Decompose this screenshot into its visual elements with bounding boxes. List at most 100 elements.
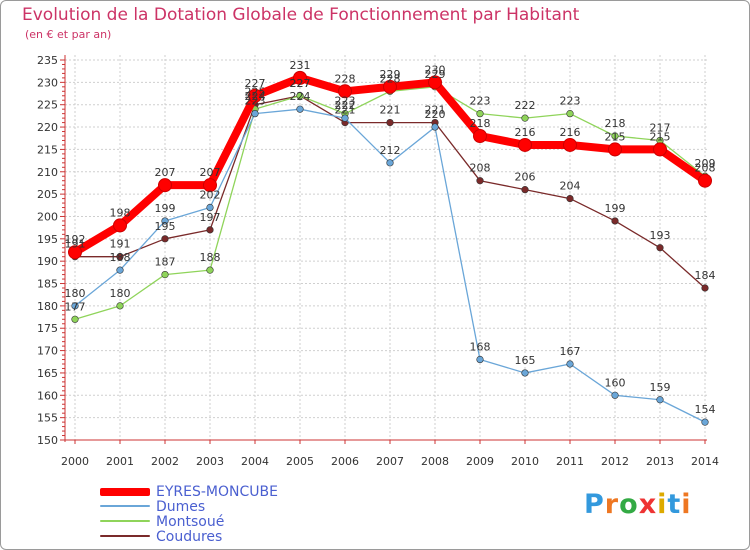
point-dumes-2008 <box>431 123 439 131</box>
logo-letter: t <box>667 489 682 520</box>
point-coudures-2014 <box>701 284 709 292</box>
point-montsoue-2003 <box>206 266 214 274</box>
point-dumes-2005 <box>296 105 304 113</box>
data-label-coudures-2013: 193 <box>650 229 671 242</box>
point-eyres-moncube-2014 <box>698 173 712 188</box>
data-label-eyres-moncube-2014: 208 <box>695 162 716 175</box>
y-tick-label-160: 160 <box>37 389 58 402</box>
x-tick-label-2011: 2011 <box>556 455 584 468</box>
x-tick-label-2012: 2012 <box>601 455 629 468</box>
point-eyres-moncube-2000 <box>68 245 82 260</box>
legend-item-eyres-moncube[interactable]: EYRES-MONCUBE <box>100 484 340 500</box>
data-label-dumes-2012: 160 <box>605 376 626 389</box>
y-tick-label-165: 165 <box>37 367 58 380</box>
legend: EYRES-MONCUBE Dumes Montsoué Coudures <box>100 484 340 545</box>
legend-swatch-eyres-moncube <box>100 488 150 496</box>
data-label-montsoue-2010: 222 <box>515 99 536 112</box>
point-dumes-2011 <box>566 360 574 368</box>
data-label-dumes-2008: 220 <box>425 108 446 121</box>
point-coudures-2003 <box>206 226 214 234</box>
legend-swatch-coudures <box>100 535 150 537</box>
legend-label-coudures: Coudures <box>156 529 223 545</box>
logo-letter: x <box>638 489 658 520</box>
legend-label-dumes: Dumes <box>156 499 206 515</box>
x-tick-label-2000: 2000 <box>61 455 89 468</box>
x-tick-label-2007: 2007 <box>376 455 404 468</box>
data-label-eyres-moncube-2009: 218 <box>470 117 491 130</box>
legend-item-dumes[interactable]: Dumes <box>100 499 340 515</box>
point-eyres-moncube-2006 <box>338 84 352 99</box>
point-eyres-moncube-2007 <box>383 79 397 94</box>
x-tick-label-2006: 2006 <box>331 455 359 468</box>
data-label-coudures-2009: 208 <box>470 162 491 175</box>
point-coudures-2011 <box>566 194 574 203</box>
data-label-montsoue-2003: 188 <box>200 251 221 264</box>
point-montsoue-2001 <box>116 302 124 310</box>
point-eyres-moncube-2004 <box>248 88 262 103</box>
data-label-montsoue-2012: 218 <box>605 117 626 130</box>
point-eyres-moncube-2001 <box>113 218 127 233</box>
point-dumes-2006 <box>341 114 349 122</box>
point-dumes-2007 <box>386 159 394 167</box>
point-dumes-2012 <box>611 391 619 399</box>
point-eyres-moncube-2009 <box>473 129 487 143</box>
point-eyres-moncube-2013 <box>653 142 667 157</box>
data-label-montsoue-2011: 223 <box>560 95 581 108</box>
data-label-coudures-2006: 221 <box>335 104 356 117</box>
y-tick-label-235: 235 <box>37 54 58 67</box>
data-label-dumes-2014: 154 <box>695 403 716 416</box>
data-label-dumes-2010: 165 <box>515 354 536 367</box>
data-label-coudures-2008: 221 <box>425 104 446 117</box>
data-label-eyres-moncube-2010: 216 <box>515 126 536 139</box>
logo-letter: i <box>657 489 668 520</box>
legend-item-coudures[interactable]: Coudures <box>100 529 340 545</box>
point-dumes-2001 <box>116 266 124 274</box>
data-label-coudures-2001: 191 <box>110 238 131 251</box>
data-label-eyres-moncube-2004: 227 <box>245 77 266 90</box>
data-label-coudures-2012: 199 <box>605 202 626 215</box>
point-eyres-moncube-2002 <box>158 178 172 193</box>
data-label-dumes-2002: 199 <box>155 202 176 215</box>
data-label-eyres-moncube-2012: 215 <box>605 130 626 143</box>
point-dumes-2009 <box>476 355 484 364</box>
data-label-montsoue-2005: 227 <box>290 77 311 90</box>
point-coudures-2010 <box>521 186 529 194</box>
data-label-dumes-2013: 159 <box>650 381 671 394</box>
chart-title: Evolution de la Dotation Globale de Fonc… <box>22 5 580 25</box>
data-label-montsoue-2007: 228 <box>380 72 401 85</box>
data-label-eyres-moncube-2002: 207 <box>155 166 176 179</box>
y-tick-label-180: 180 <box>37 300 58 313</box>
data-label-montsoue-2006: 223 <box>335 95 356 108</box>
y-tick-label-185: 185 <box>37 278 58 291</box>
point-dumes-2000 <box>71 302 79 310</box>
data-label-montsoue-2009: 223 <box>470 95 491 108</box>
x-tick-label-2003: 2003 <box>196 455 224 468</box>
data-label-eyres-moncube-2000: 192 <box>65 233 86 246</box>
point-coudures-2013 <box>656 244 664 252</box>
point-montsoue-2005 <box>296 92 304 100</box>
point-eyres-moncube-2011 <box>563 137 577 152</box>
y-tick-label-195: 195 <box>37 233 58 246</box>
data-label-dumes-2009: 168 <box>470 341 491 354</box>
data-label-eyres-moncube-2008: 230 <box>425 63 446 76</box>
point-montsoue-2002 <box>161 270 169 279</box>
proxiti-logo: Proxiti <box>584 489 692 520</box>
x-tick-label-2010: 2010 <box>511 455 539 468</box>
logo-letter: r <box>604 489 620 520</box>
y-tick-label-170: 170 <box>37 345 58 358</box>
data-label-dumes-2004: 223 <box>245 95 266 108</box>
logo-letter: o <box>619 489 639 520</box>
point-coudures-2009 <box>476 177 484 185</box>
data-label-coudures-2011: 204 <box>560 180 581 193</box>
point-dumes-2013 <box>656 396 664 404</box>
data-label-coudures-2002: 195 <box>155 220 176 233</box>
data-label-dumes-2006: 222 <box>335 99 356 112</box>
legend-item-montsoue[interactable]: Montsoué <box>100 514 340 530</box>
data-label-coudures-2014: 184 <box>695 269 716 282</box>
data-label-dumes-2007: 212 <box>380 144 401 157</box>
point-montsoue-2010 <box>521 114 529 122</box>
point-eyres-moncube-2005 <box>293 70 307 85</box>
data-label-coudures-2005: 227 <box>290 77 311 90</box>
